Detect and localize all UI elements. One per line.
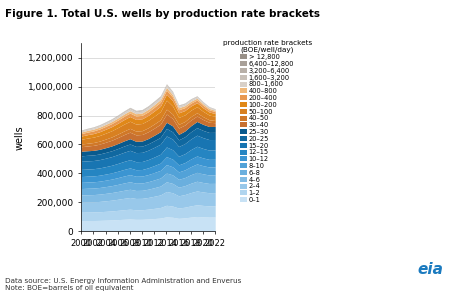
Text: eia: eia	[417, 263, 443, 277]
Y-axis label: wells: wells	[15, 125, 25, 150]
Text: Figure 1. Total U.S. wells by production rate brackets: Figure 1. Total U.S. wells by production…	[5, 9, 320, 19]
Legend: > 12,800, 6,400–12,800, 3,200–6,400, 1,600–3,200, 800–1,600, 400–800, 200–400, 1: > 12,800, 6,400–12,800, 3,200–6,400, 1,6…	[220, 37, 314, 206]
Text: Data source: U.S. Energy Information Administration and Enverus
Note: BOE=barrel: Data source: U.S. Energy Information Adm…	[5, 277, 241, 291]
